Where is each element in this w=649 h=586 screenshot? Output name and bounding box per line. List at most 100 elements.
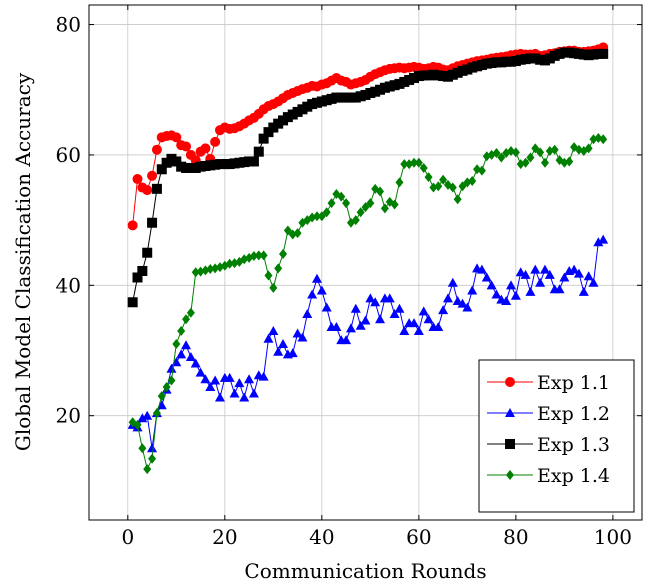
data-point — [151, 183, 162, 194]
legend-swatch-marker — [505, 439, 515, 449]
data-point — [588, 277, 599, 287]
x-axis-label: Communication Rounds — [244, 559, 486, 583]
data-point — [419, 162, 428, 173]
data-point — [453, 194, 462, 205]
data-point — [389, 309, 400, 318]
data-point — [234, 378, 245, 388]
data-point — [390, 199, 399, 210]
data-point — [414, 157, 423, 168]
data-point — [263, 333, 274, 343]
data-point — [200, 374, 211, 384]
data-point — [535, 277, 546, 287]
data-point — [156, 164, 167, 175]
data-point — [244, 374, 255, 384]
data-point — [350, 303, 361, 313]
y-tick-label: 20 — [56, 404, 81, 428]
data-point — [293, 228, 302, 239]
data-point — [307, 289, 318, 299]
data-point — [200, 143, 211, 154]
data-point — [573, 268, 584, 278]
data-point — [249, 250, 258, 261]
data-point — [476, 264, 487, 274]
y-tick-label: 80 — [56, 13, 81, 37]
data-point — [452, 295, 463, 305]
data-point — [205, 382, 216, 392]
data-point — [355, 320, 366, 330]
data-point — [248, 388, 259, 398]
data-point — [356, 207, 365, 218]
data-point — [526, 152, 535, 163]
data-point — [273, 346, 284, 356]
data-point — [491, 289, 502, 299]
data-point — [540, 157, 549, 168]
data-point — [302, 309, 313, 318]
data-point — [578, 286, 589, 296]
data-point — [278, 338, 289, 348]
y-axis-label: Global Model Classification Accuracy — [11, 72, 35, 451]
data-point — [147, 443, 158, 453]
data-point — [138, 443, 147, 454]
data-point — [539, 264, 550, 274]
legend-swatch-marker — [505, 408, 515, 417]
data-point — [311, 273, 322, 283]
data-point — [375, 314, 386, 324]
data-point — [550, 144, 559, 155]
data-point — [559, 272, 570, 282]
data-point — [132, 272, 143, 283]
data-point — [166, 363, 177, 373]
data-point — [345, 323, 356, 333]
data-point — [360, 315, 371, 325]
x-tick-label: 0 — [121, 525, 134, 549]
data-point — [439, 174, 448, 185]
data-point — [468, 176, 477, 187]
data-point — [462, 302, 473, 312]
data-point — [448, 182, 457, 193]
data-point — [147, 170, 158, 181]
data-point — [520, 269, 531, 279]
x-tick-label: 60 — [406, 525, 431, 549]
data-point — [225, 258, 234, 269]
data-point — [206, 264, 215, 275]
data-point — [380, 203, 389, 214]
data-point — [239, 392, 250, 402]
data-point — [424, 172, 433, 183]
data-point — [327, 198, 336, 209]
data-point — [259, 250, 268, 261]
data-point — [521, 157, 530, 168]
data-point — [181, 340, 192, 350]
legend-item-exp-1-3: Exp 1.3 — [487, 434, 610, 456]
data-point — [492, 147, 501, 158]
data-point — [413, 325, 424, 335]
data-point — [185, 352, 196, 362]
data-point — [151, 144, 162, 155]
data-point — [191, 267, 200, 278]
data-point — [598, 48, 609, 59]
data-point — [395, 177, 404, 188]
data-point — [525, 286, 536, 296]
data-point — [316, 285, 327, 295]
data-point — [269, 282, 278, 293]
data-point — [143, 464, 152, 475]
legend-label: Exp 1.2 — [537, 403, 610, 425]
data-point — [370, 297, 381, 307]
data-point — [292, 328, 303, 338]
data-point — [394, 303, 405, 313]
data-point — [506, 280, 517, 290]
data-point — [268, 325, 279, 335]
data-point — [501, 295, 512, 305]
data-point — [147, 217, 158, 228]
data-point — [258, 371, 269, 381]
data-point — [447, 277, 458, 287]
data-point — [210, 375, 221, 385]
data-point — [181, 141, 192, 152]
axis-ticks: 0 20 40 60 80 100 20 40 60 80 — [56, 5, 642, 549]
data-point — [536, 147, 545, 158]
data-point — [274, 263, 283, 274]
data-point — [254, 250, 263, 261]
data-point — [442, 293, 453, 303]
data-point — [248, 156, 259, 167]
data-point — [583, 271, 594, 281]
legend-box — [478, 359, 635, 513]
data-point — [264, 270, 273, 281]
